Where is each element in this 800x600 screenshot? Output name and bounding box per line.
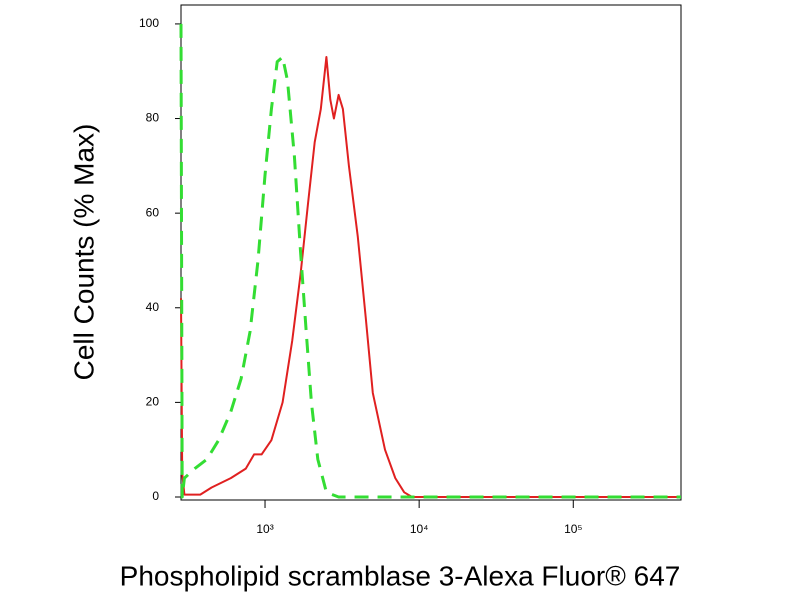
y-tick-label: 0: [152, 489, 159, 503]
x-tick-label: 10⁵: [564, 522, 582, 536]
plot-frame: [180, 4, 682, 501]
x-axis-label: Phospholipid scramblase 3-Alexa Fluor® 6…: [120, 560, 681, 591]
x-tick-label: 10⁴: [410, 522, 429, 536]
y-tick-label: 20: [146, 395, 160, 409]
y-tick-label: 100: [139, 16, 159, 30]
series-line: [179, 23, 681, 499]
y-tick-label: 60: [146, 205, 160, 219]
y-axis-label: Cell Counts (% Max): [68, 124, 99, 381]
y-tick-label: 80: [146, 111, 160, 125]
x-tick-label: 10³: [256, 522, 273, 536]
series-line: [180, 56, 681, 498]
y-tick-label: 40: [146, 300, 160, 314]
